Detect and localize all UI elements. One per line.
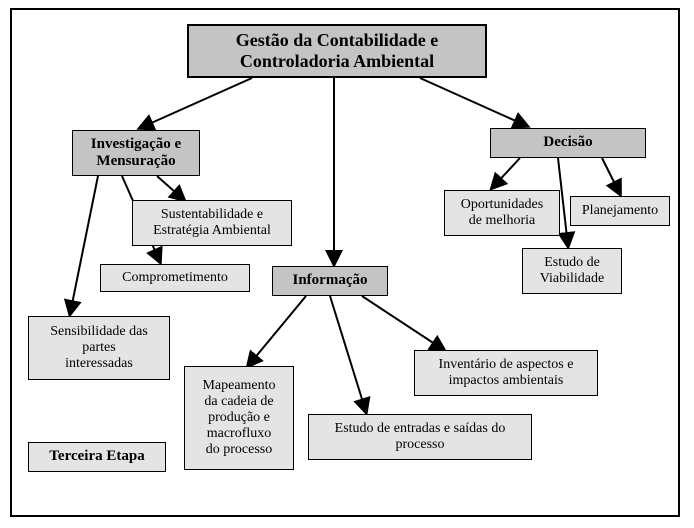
stage-text: Terceira Etapa [49,448,144,465]
node-comprometimento: Comprometimento [100,264,250,292]
node-sensibilidade: Sensibilidade das partes interessadas [28,316,170,380]
node-decisao: Decisão [490,128,646,158]
sensibilidade-line2: partes [82,340,115,355]
mapeamento-line3: produção e [208,410,270,425]
sensibilidade-line3: interessadas [65,356,133,371]
node-investigacao: Investigação e Mensuração [72,130,200,176]
sustentabilidade-line1: Sustentabilidade e [161,207,263,222]
node-mapeamento: Mapeamento da cadeia de produção e macro… [184,366,294,470]
title-line1: Gestão da Contabilidade e [236,30,439,50]
mapeamento-line2: da cadeia de [204,394,273,409]
node-sustentabilidade: Sustentabilidade e Estratégia Ambiental [132,200,292,246]
estudo-viabilidade-line2: Viabilidade [540,271,604,286]
inventario-line2: impactos ambientais [449,373,564,388]
diagram-frame: Gestão da Contabilidade e Controladoria … [10,8,680,517]
node-planejamento: Planejamento [570,196,670,226]
estudo-entradas-line2: processo [396,437,445,452]
title-box: Gestão da Contabilidade e Controladoria … [187,24,487,78]
oportunidades-line2: de melhoria [469,213,535,228]
inventario-line1: Inventário de aspectos e [439,357,574,372]
decisao-text: Decisão [543,134,592,151]
node-estudo-viabilidade: Estudo de Viabilidade [522,248,622,294]
comprometimento-text: Comprometimento [122,270,228,286]
oportunidades-line1: Oportunidades [461,197,543,212]
investigacao-line1: Investigação e [91,136,181,152]
investigacao-line2: Mensuração [96,153,175,169]
sensibilidade-line1: Sensibilidade das [50,324,148,339]
informacao-text: Informação [293,272,368,289]
planejamento-text: Planejamento [582,203,658,219]
estudo-entradas-line1: Estudo de entradas e saídas do [335,421,506,436]
mapeamento-line4: macrofluxo [207,426,272,441]
estudo-viabilidade-line1: Estudo de [544,255,600,270]
sustentabilidade-line2: Estratégia Ambiental [153,223,271,238]
mapeamento-line1: Mapeamento [202,378,275,393]
title-line2: Controladoria Ambiental [240,51,434,71]
node-informacao: Informação [272,266,388,296]
node-estudo-entradas: Estudo de entradas e saídas do processo [308,414,532,460]
node-oportunidades: Oportunidades de melhoria [444,190,560,236]
mapeamento-line5: do processo [206,442,273,457]
stage-label: Terceira Etapa [28,442,166,472]
node-inventario: Inventário de aspectos e impactos ambien… [414,350,598,396]
